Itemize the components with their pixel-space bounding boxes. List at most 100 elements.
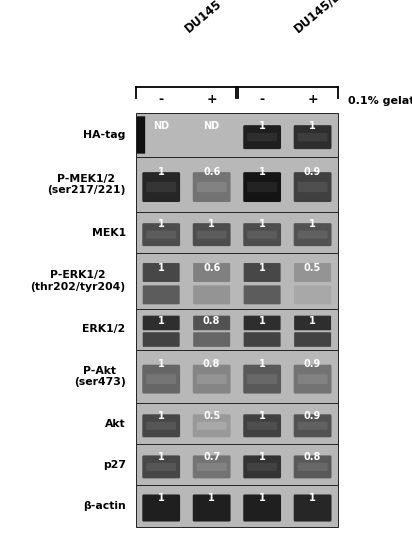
FancyBboxPatch shape xyxy=(136,444,338,485)
FancyBboxPatch shape xyxy=(247,182,277,192)
FancyBboxPatch shape xyxy=(146,422,176,430)
Text: 1: 1 xyxy=(208,219,215,230)
Text: 1: 1 xyxy=(259,451,265,462)
FancyBboxPatch shape xyxy=(193,223,231,246)
FancyBboxPatch shape xyxy=(193,414,231,437)
FancyBboxPatch shape xyxy=(297,422,328,430)
FancyBboxPatch shape xyxy=(294,364,332,394)
FancyBboxPatch shape xyxy=(294,263,331,282)
Text: 1: 1 xyxy=(259,166,265,177)
Text: +: + xyxy=(206,93,217,106)
FancyBboxPatch shape xyxy=(142,495,180,522)
FancyBboxPatch shape xyxy=(136,309,338,350)
FancyBboxPatch shape xyxy=(143,263,180,282)
FancyBboxPatch shape xyxy=(136,403,338,444)
FancyBboxPatch shape xyxy=(142,172,180,202)
FancyBboxPatch shape xyxy=(143,286,180,305)
FancyBboxPatch shape xyxy=(243,223,281,246)
FancyBboxPatch shape xyxy=(142,223,180,246)
Text: 1: 1 xyxy=(208,493,215,503)
FancyBboxPatch shape xyxy=(297,133,328,141)
FancyBboxPatch shape xyxy=(136,157,338,212)
FancyBboxPatch shape xyxy=(243,125,281,149)
FancyBboxPatch shape xyxy=(243,364,281,394)
FancyBboxPatch shape xyxy=(136,212,338,253)
FancyBboxPatch shape xyxy=(136,253,338,309)
FancyBboxPatch shape xyxy=(197,231,227,239)
FancyBboxPatch shape xyxy=(136,350,338,403)
FancyBboxPatch shape xyxy=(197,182,227,192)
FancyBboxPatch shape xyxy=(193,455,231,478)
FancyBboxPatch shape xyxy=(143,332,180,347)
Text: 1: 1 xyxy=(158,316,164,326)
FancyBboxPatch shape xyxy=(297,374,328,384)
Text: 1: 1 xyxy=(158,359,164,369)
Text: 0.8: 0.8 xyxy=(304,451,321,462)
FancyBboxPatch shape xyxy=(294,316,331,330)
FancyBboxPatch shape xyxy=(247,463,277,471)
Text: 1: 1 xyxy=(309,493,316,503)
FancyBboxPatch shape xyxy=(294,455,332,478)
Text: HA-tag: HA-tag xyxy=(83,130,126,140)
FancyBboxPatch shape xyxy=(294,286,331,305)
Text: P-ERK1/2
(thr202/tyr204): P-ERK1/2 (thr202/tyr204) xyxy=(30,271,126,292)
Text: 1: 1 xyxy=(309,121,316,131)
FancyBboxPatch shape xyxy=(243,455,281,478)
FancyBboxPatch shape xyxy=(243,316,281,330)
Text: +: + xyxy=(307,93,318,106)
FancyBboxPatch shape xyxy=(193,495,231,522)
FancyBboxPatch shape xyxy=(294,414,332,437)
FancyBboxPatch shape xyxy=(243,286,281,305)
Text: 1: 1 xyxy=(158,451,164,462)
Text: 1: 1 xyxy=(158,166,164,177)
FancyBboxPatch shape xyxy=(243,332,281,347)
FancyBboxPatch shape xyxy=(297,463,328,471)
Text: ND: ND xyxy=(153,121,169,131)
Text: 1: 1 xyxy=(259,359,265,369)
Text: 0.6: 0.6 xyxy=(203,166,220,177)
FancyBboxPatch shape xyxy=(193,332,230,347)
FancyBboxPatch shape xyxy=(142,364,180,394)
FancyBboxPatch shape xyxy=(294,125,332,149)
FancyBboxPatch shape xyxy=(294,172,332,202)
Text: 1: 1 xyxy=(158,410,164,421)
Text: 0.1% gelatin: 0.1% gelatin xyxy=(348,96,412,106)
FancyBboxPatch shape xyxy=(243,263,281,282)
Text: Akt: Akt xyxy=(105,418,126,429)
Text: -: - xyxy=(159,93,164,106)
FancyBboxPatch shape xyxy=(193,364,231,394)
Text: β-actin: β-actin xyxy=(83,501,126,511)
Text: 0.9: 0.9 xyxy=(304,359,321,369)
FancyBboxPatch shape xyxy=(294,332,331,347)
Text: p27: p27 xyxy=(103,460,126,470)
Text: 0.8: 0.8 xyxy=(203,316,220,326)
FancyBboxPatch shape xyxy=(247,374,277,384)
FancyBboxPatch shape xyxy=(143,316,180,330)
FancyBboxPatch shape xyxy=(243,414,281,437)
Text: 1: 1 xyxy=(259,410,265,421)
FancyBboxPatch shape xyxy=(193,263,230,282)
Text: DU145: DU145 xyxy=(182,0,225,35)
FancyBboxPatch shape xyxy=(136,113,338,157)
FancyBboxPatch shape xyxy=(297,231,328,239)
FancyBboxPatch shape xyxy=(247,422,277,430)
Text: 1: 1 xyxy=(259,263,265,273)
Text: 1: 1 xyxy=(259,121,265,131)
FancyBboxPatch shape xyxy=(193,316,230,330)
FancyBboxPatch shape xyxy=(146,374,176,384)
FancyBboxPatch shape xyxy=(146,231,176,239)
FancyBboxPatch shape xyxy=(136,485,338,526)
Text: ERK1/2: ERK1/2 xyxy=(82,324,126,334)
Text: 0.8: 0.8 xyxy=(203,359,220,369)
Text: 0.5: 0.5 xyxy=(304,263,321,273)
FancyBboxPatch shape xyxy=(294,495,332,522)
Text: 1: 1 xyxy=(158,263,164,273)
FancyBboxPatch shape xyxy=(247,133,277,141)
Text: P-MEK1/2
(ser217/221): P-MEK1/2 (ser217/221) xyxy=(47,174,126,195)
Text: 0.5: 0.5 xyxy=(203,410,220,421)
FancyBboxPatch shape xyxy=(197,422,227,430)
FancyBboxPatch shape xyxy=(193,172,231,202)
FancyBboxPatch shape xyxy=(247,231,277,239)
FancyBboxPatch shape xyxy=(243,172,281,202)
FancyBboxPatch shape xyxy=(294,223,332,246)
